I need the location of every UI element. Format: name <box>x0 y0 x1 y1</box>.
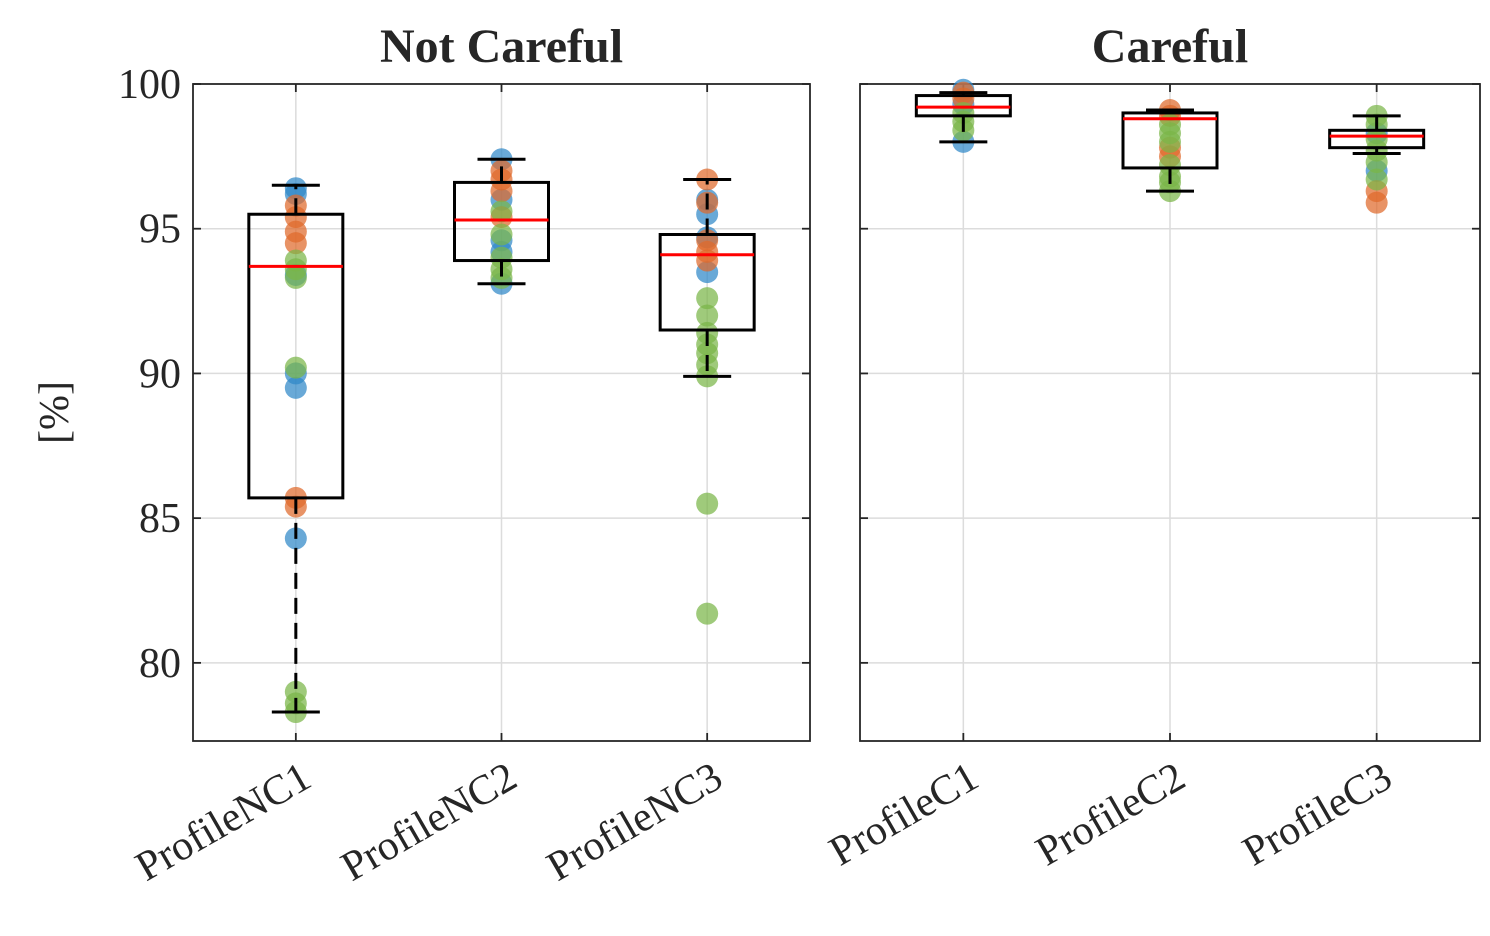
y-tick-label: 80 <box>139 641 181 687</box>
data-point-green <box>1159 130 1181 153</box>
box-ProfileC2 <box>1121 108 1219 193</box>
y-tick-label: 95 <box>139 207 181 253</box>
data-point-green <box>696 492 719 515</box>
data-point-green <box>696 602 719 625</box>
x-category-label: ProfileC2 <box>1029 754 1193 876</box>
y-tick-label: 100 <box>118 62 181 108</box>
data-point-green <box>696 287 719 310</box>
panel-title: Careful <box>1092 20 1248 73</box>
data-point-green <box>1365 168 1388 191</box>
data-point-green <box>1365 151 1388 174</box>
data-point-green <box>490 223 513 246</box>
box-iqr <box>1328 128 1426 150</box>
data-point-orange <box>284 232 307 255</box>
x-category-label: ProfileC1 <box>822 754 986 876</box>
x-category-label: ProfileC3 <box>1235 754 1399 876</box>
panel-title: Not Careful <box>380 20 623 73</box>
panel-careful: ProfileC1 ProfileC2 ProfileC3 Careful <box>822 20 1481 876</box>
box-ProfileC1 <box>914 91 1012 144</box>
x-category-label: ProfileNC3 <box>539 754 730 891</box>
panel-not-careful: 80 85 90 95 100 ProfileNC1 ProfileNC2 ProfileNC… <box>32 20 811 891</box>
y-tick-label: 85 <box>139 496 181 542</box>
box-iqr <box>658 233 756 332</box>
data-point-green <box>490 200 513 223</box>
y-axis-label: [%] <box>32 381 78 444</box>
data-point-orange <box>490 180 513 203</box>
box-iqr <box>1121 111 1219 170</box>
data-point-orange <box>696 249 719 272</box>
data-point-orange <box>1365 191 1388 214</box>
y-tick-label: 90 <box>139 351 181 397</box>
box-ProfileC3 <box>1328 114 1426 155</box>
box-ProfileNC2 <box>453 157 550 286</box>
box-iqr <box>247 212 345 500</box>
box-ProfileNC1 <box>247 183 345 714</box>
x-category-label: ProfileNC2 <box>334 754 525 891</box>
box-ProfileNC3 <box>658 178 756 378</box>
data-point-green <box>696 304 719 327</box>
x-category-label: ProfileNC1 <box>128 754 319 891</box>
data-point-green <box>284 266 307 289</box>
data-point-green <box>284 356 307 379</box>
